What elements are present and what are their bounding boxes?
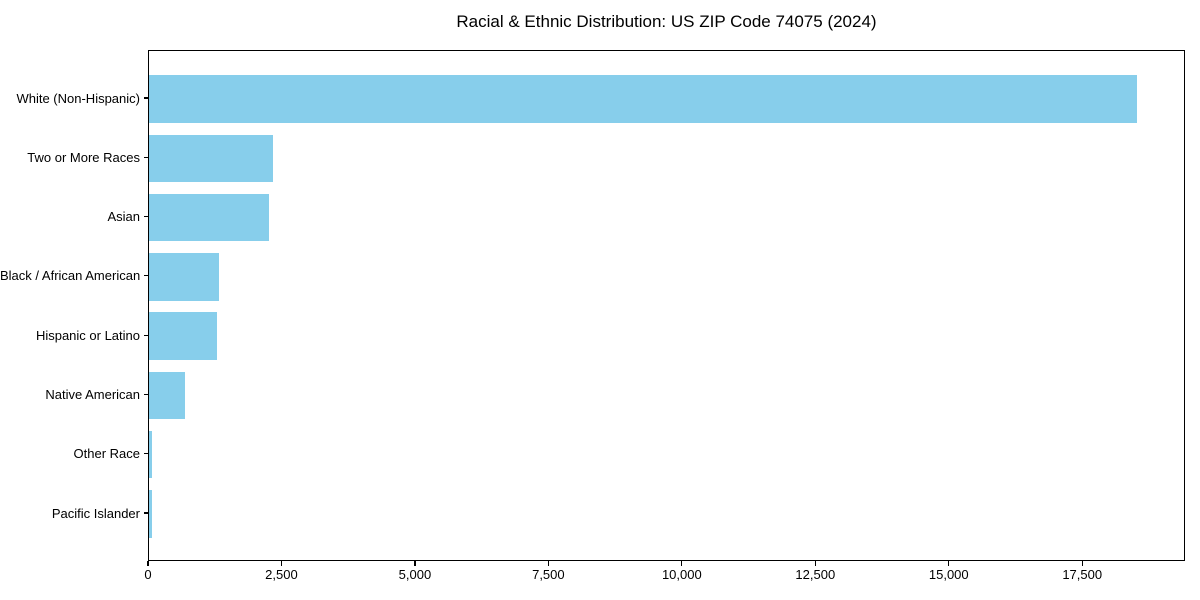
x-tick-label-17500: 17,500	[1062, 567, 1103, 582]
x-tick-mark	[1081, 561, 1083, 566]
bar-other-race	[149, 431, 152, 479]
y-tick-label-white-non-hispanic: White (Non-Hispanic)	[16, 90, 140, 106]
x-tick-label-12500: 12,500	[795, 567, 836, 582]
y-tick-mark	[143, 393, 148, 396]
y-tick-label-native-american: Native American	[45, 386, 140, 402]
y-tick-mark	[143, 215, 148, 218]
y-tick-mark	[143, 275, 148, 277]
y-tick-mark	[143, 453, 148, 455]
y-tick-mark	[143, 97, 148, 99]
x-tick-label-0: 0	[144, 567, 152, 582]
y-tick-mark	[143, 156, 148, 158]
x-tick-label-10000: 10,000	[661, 567, 702, 582]
y-tick-label-other-race: Other Race	[73, 446, 140, 462]
bar-native-american	[149, 371, 186, 420]
x-tick-mark	[948, 561, 950, 566]
plot-area	[148, 50, 1185, 561]
x-tick-mark	[681, 561, 683, 566]
y-tick-label-asian: Asian	[107, 209, 140, 225]
bar-pacific-islander	[149, 490, 152, 538]
x-tick-label-15000: 15,000	[928, 567, 969, 582]
x-tick-mark	[280, 561, 283, 566]
y-tick-label-pacific-islander: Pacific Islander	[51, 505, 140, 521]
x-tick-label-2500: 2,500	[265, 567, 298, 582]
bar-white-non-hispanic	[149, 75, 1137, 123]
chart-title: Racial & Ethnic Distribution: US ZIP Cod…	[456, 12, 877, 31]
x-tick-mark	[147, 561, 149, 566]
x-tick-label-7500: 7,500	[532, 567, 565, 582]
bar-black-african-american	[149, 253, 219, 301]
x-tick-mark	[547, 561, 549, 566]
y-tick-mark	[143, 334, 148, 336]
bar-two-or-more-races	[149, 134, 273, 182]
bar-asian	[149, 193, 269, 242]
x-tick-mark	[814, 561, 816, 566]
y-tick-label-black-african-american: Black / African American	[0, 268, 141, 284]
bar-hispanic-or-latino	[149, 312, 217, 360]
y-tick-label-hispanic-or-latino: Hispanic or Latino	[35, 327, 140, 343]
y-tick-mark	[143, 512, 148, 514]
x-tick-mark	[414, 561, 416, 566]
x-tick-label-5000: 5,000	[398, 567, 432, 582]
y-tick-label-two-or-more-races: Two or More Races	[27, 149, 140, 165]
